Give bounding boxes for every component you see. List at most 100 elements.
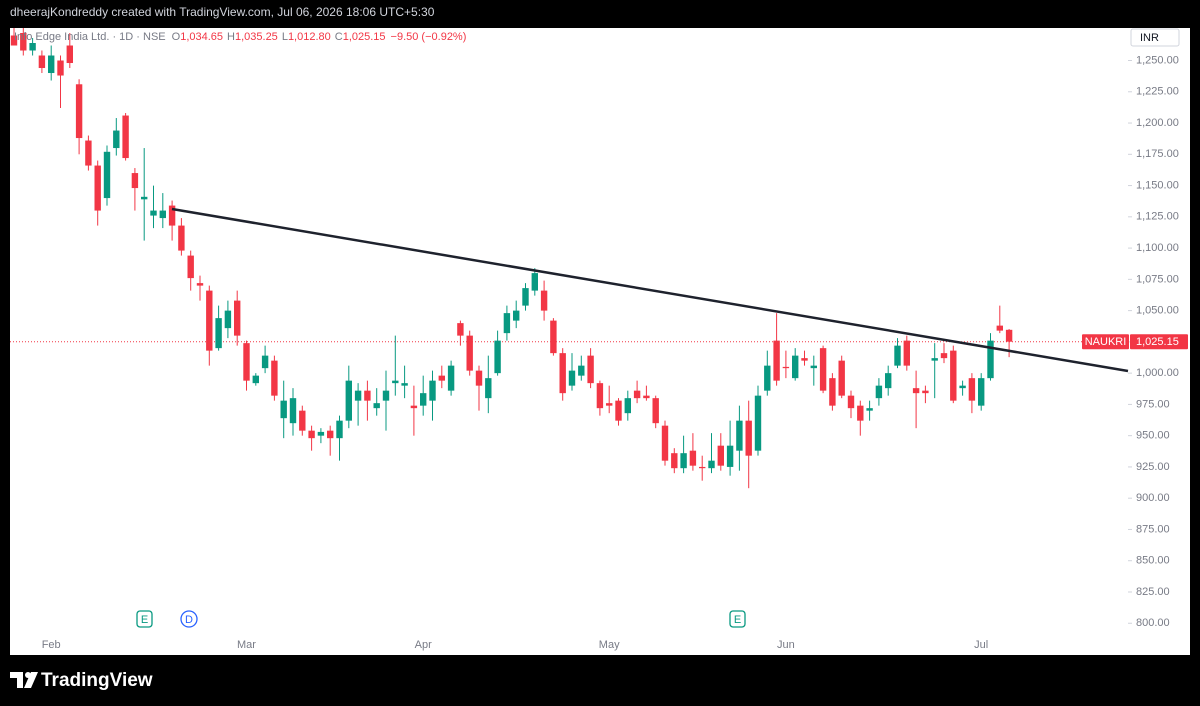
y-tick-label: 1,050.00 bbox=[1136, 305, 1179, 317]
candle-body bbox=[987, 340, 994, 379]
candle-body bbox=[940, 353, 948, 359]
ohlc-value: 1,034.65 bbox=[180, 31, 223, 43]
price-tag-label: 1,025.15 bbox=[1136, 336, 1179, 348]
y-tick-label: 1,250.00 bbox=[1136, 54, 1179, 66]
candle-body bbox=[168, 205, 176, 226]
candle-body bbox=[531, 273, 538, 291]
x-tick-label: Apr bbox=[415, 639, 432, 651]
symbol-legend: Info Edge India Ltd. · 1D · NSE O1,034.65… bbox=[14, 31, 466, 43]
candle-body bbox=[578, 365, 585, 376]
candle-body bbox=[726, 445, 734, 467]
ohlc-key: L bbox=[282, 31, 288, 43]
candle-body bbox=[615, 400, 622, 421]
candle-body bbox=[94, 165, 101, 211]
candle-body bbox=[243, 343, 250, 381]
currency: INR bbox=[1140, 32, 1159, 44]
candle-body bbox=[336, 420, 343, 439]
candle-body bbox=[345, 380, 352, 421]
ohlc-key: H bbox=[227, 31, 235, 43]
y-tick-label: 1,175.00 bbox=[1136, 148, 1179, 160]
candle-body bbox=[633, 390, 641, 399]
candle-body bbox=[485, 378, 492, 399]
candle-body bbox=[29, 43, 36, 51]
candle-body bbox=[540, 290, 548, 311]
candle-body bbox=[959, 385, 966, 389]
y-tick-label: 950.00 bbox=[1136, 430, 1170, 442]
event-label: E bbox=[141, 614, 148, 626]
candle-body bbox=[299, 410, 306, 431]
x-tick-label: May bbox=[599, 639, 620, 651]
candle-body bbox=[234, 300, 241, 336]
candle-body bbox=[643, 395, 650, 399]
candle-body bbox=[289, 398, 297, 424]
logo-mark bbox=[10, 672, 23, 688]
candle-body bbox=[699, 466, 706, 469]
candle-body bbox=[354, 390, 362, 401]
candle-body bbox=[596, 383, 604, 409]
candle-body bbox=[494, 340, 501, 374]
candle-body bbox=[206, 290, 213, 351]
candle-body bbox=[159, 210, 166, 219]
candle-body bbox=[438, 375, 445, 381]
candle-body bbox=[736, 420, 743, 451]
candle-body bbox=[141, 196, 148, 200]
candle-body bbox=[1005, 329, 1013, 342]
candle-body bbox=[20, 33, 27, 51]
y-tick-label: 825.00 bbox=[1136, 586, 1170, 598]
y-tick-label: 1,200.00 bbox=[1136, 117, 1179, 129]
candle-body bbox=[103, 151, 111, 199]
candle-body bbox=[819, 348, 827, 391]
candle-body bbox=[652, 398, 659, 424]
change: −9.50 (−0.92%) bbox=[391, 31, 467, 43]
candle-body bbox=[773, 340, 780, 381]
currency-box bbox=[1130, 28, 1180, 47]
candle-body bbox=[568, 370, 576, 386]
candle-body bbox=[252, 375, 259, 384]
caption: dheerajKondreddy created with TradingVie… bbox=[10, 5, 435, 19]
event-earnings bbox=[136, 610, 153, 628]
candle-body bbox=[671, 453, 678, 469]
candle-body bbox=[429, 380, 436, 401]
candle-body bbox=[401, 383, 408, 386]
candle-body bbox=[75, 84, 83, 139]
candle-body bbox=[457, 323, 464, 336]
candle-body bbox=[410, 405, 418, 409]
symbol-tag bbox=[1082, 334, 1129, 350]
x-tick-label: Jul bbox=[974, 639, 988, 651]
brand-logo: TradingView bbox=[10, 670, 153, 691]
candle-body bbox=[364, 390, 371, 401]
x-tick-label: Feb bbox=[42, 639, 61, 651]
candle-body bbox=[280, 400, 287, 419]
y-tick-label: 1,075.00 bbox=[1136, 273, 1179, 285]
candle-body bbox=[420, 393, 427, 406]
candle-body bbox=[847, 395, 855, 409]
candle-body bbox=[903, 340, 910, 366]
candle-body bbox=[373, 403, 380, 409]
y-tick-label: 1,000.00 bbox=[1136, 367, 1179, 379]
candle-body bbox=[894, 345, 901, 366]
candle-body bbox=[838, 360, 845, 396]
y-tick-label: 875.00 bbox=[1136, 523, 1170, 535]
candle-body bbox=[661, 425, 669, 461]
candle-body bbox=[503, 313, 511, 334]
y-tick-label: 1,150.00 bbox=[1136, 179, 1179, 191]
candle-body bbox=[522, 288, 529, 306]
candle-body bbox=[745, 420, 752, 456]
ohlc-value: 1,025.15 bbox=[343, 31, 386, 43]
logo-mark bbox=[24, 672, 38, 688]
plot bbox=[10, 28, 1128, 489]
candle-body bbox=[10, 35, 18, 46]
candle-body bbox=[922, 390, 929, 394]
candle-body bbox=[559, 353, 566, 394]
y-tick-label: 1,225.00 bbox=[1136, 86, 1179, 98]
candle-body bbox=[131, 173, 139, 189]
candle-body bbox=[122, 115, 129, 159]
candle-body bbox=[271, 360, 278, 396]
candle-body bbox=[866, 408, 873, 411]
events: E D E bbox=[136, 610, 746, 628]
candle-body bbox=[466, 335, 473, 371]
candle-body bbox=[392, 380, 399, 384]
event-dividend bbox=[180, 610, 198, 628]
